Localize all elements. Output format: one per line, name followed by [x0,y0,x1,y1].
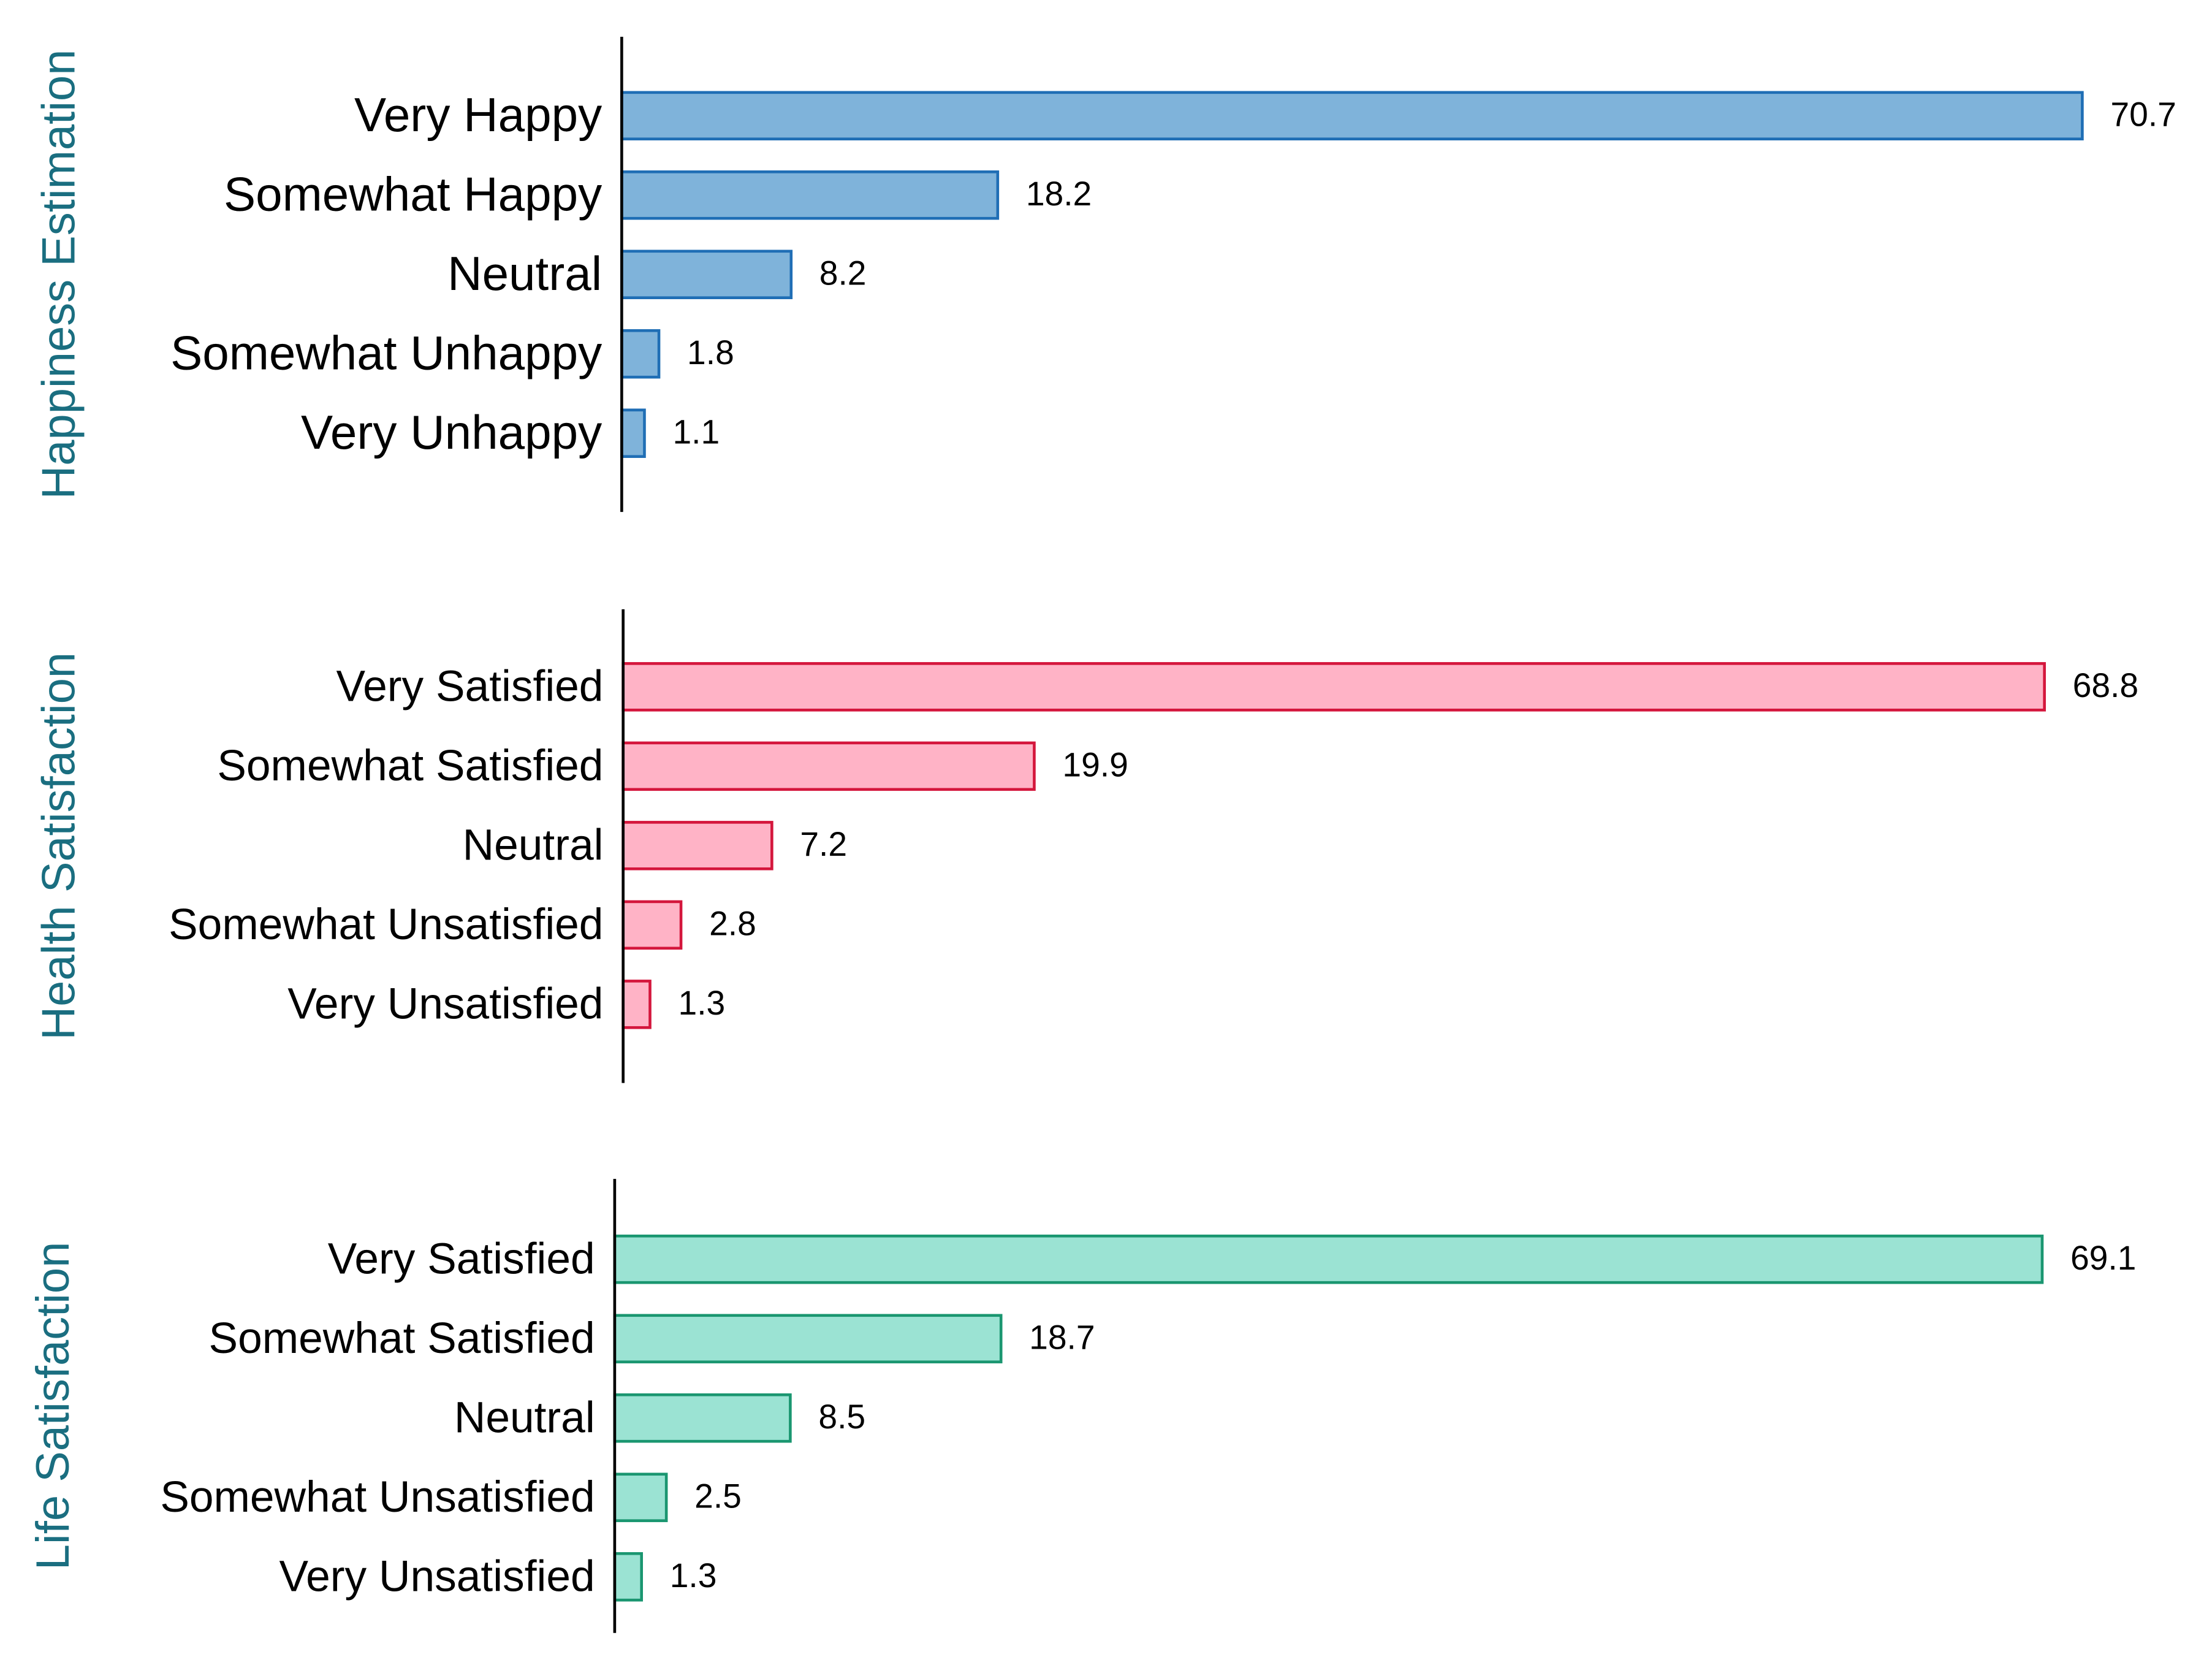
y-axis-label: Life Satisfaction [27,1242,79,1571]
value-label: 8.2 [819,254,867,292]
bar [613,1393,792,1443]
category-label: Very Unsatisfied [279,1552,595,1601]
category-label: Somewhat Happy [224,167,602,221]
value-label: 1.3 [670,1556,717,1594]
bar [621,741,1036,791]
value-label: 18.7 [1029,1319,1095,1357]
category-label: Very Unhappy [301,405,602,459]
category-label: Neutral [447,246,602,300]
category-label: Very Satisfied [328,1235,595,1284]
bar [620,408,646,459]
value-label: 1.8 [687,333,734,371]
y-axis-label: Happiness Estimation [32,50,85,500]
bar [613,1472,668,1522]
value-label: 1.3 [678,984,726,1022]
value-label: 7.2 [800,825,847,863]
category-label: Very Satisfied [336,662,604,711]
value-label: 19.9 [1062,746,1128,784]
value-label: 69.1 [2070,1239,2136,1277]
category-label: Very Happy [354,88,602,142]
bar [613,1234,2044,1284]
bar [620,250,793,300]
value-label: 70.7 [2110,96,2176,134]
category-label: Neutral [454,1393,595,1442]
bar [621,662,2046,712]
bar [620,91,2084,141]
value-label: 8.5 [818,1398,865,1436]
value-label: 68.8 [2073,666,2138,704]
bar [620,170,1000,220]
category-label: Neutral [463,821,604,870]
bar [621,980,652,1029]
value-label: 1.1 [672,413,720,451]
bar [613,1314,1003,1363]
category-label: Somewhat Unsatisfied [160,1472,595,1522]
bar [620,329,661,379]
value-label: 18.2 [1026,175,1092,213]
bar [621,900,683,950]
category-label: Very Unsatisfied [287,980,603,1029]
category-label: Somewhat Satisfied [217,741,603,790]
bar [613,1552,644,1602]
category-label: Somewhat Satisfied [209,1314,595,1363]
category-label: Somewhat Unsatisfied [169,900,603,949]
value-label: 2.8 [709,905,756,943]
value-label: 2.5 [694,1477,742,1515]
category-label: Somewhat Unhappy [170,326,602,380]
y-axis-label: Health Satisfaction [32,652,85,1040]
bar [621,821,773,870]
